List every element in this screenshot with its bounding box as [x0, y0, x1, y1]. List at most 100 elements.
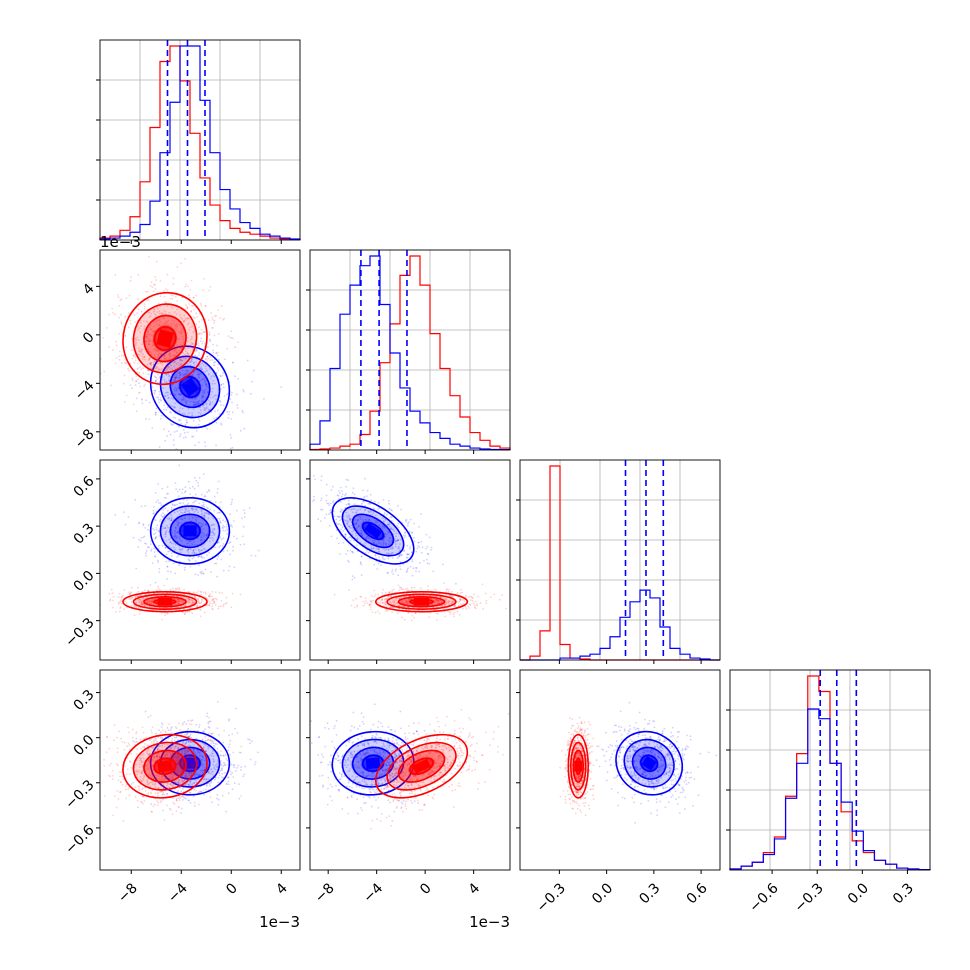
sample-point: [204, 407, 207, 410]
sample-point: [362, 519, 364, 521]
sample-point: [141, 402, 144, 405]
sample-point: [176, 772, 179, 775]
sample-point: [175, 588, 178, 591]
sample-point: [407, 553, 409, 556]
sample-point: [345, 478, 348, 481]
sample-point: [246, 359, 249, 362]
sample-point: [140, 536, 143, 539]
sample-point: [201, 384, 204, 387]
sample-point: [191, 325, 194, 328]
sample-point: [170, 516, 173, 519]
sample-point: [405, 601, 407, 603]
sample-point: [347, 514, 350, 517]
sample-point: [191, 304, 193, 307]
sample-point: [213, 527, 216, 530]
sample-point: [450, 595, 453, 598]
sample-point: [166, 394, 169, 397]
sample-point: [164, 531, 167, 534]
sample-point: [239, 543, 242, 546]
sample-point: [158, 393, 161, 396]
sample-point: [203, 381, 206, 384]
sample-point: [166, 367, 169, 370]
sample-point: [158, 571, 161, 573]
sample-point: [166, 486, 169, 488]
sample-point: [200, 764, 203, 766]
sample-point: [207, 374, 210, 376]
sample-point: [191, 358, 194, 361]
sample-point: [148, 311, 151, 314]
sample-point: [409, 598, 411, 600]
sample-point: [152, 509, 155, 512]
sample-point: [166, 612, 169, 615]
sample-point: [312, 500, 314, 502]
sample-point: [205, 407, 208, 410]
sample-point: [227, 776, 230, 778]
sample-point: [188, 511, 191, 514]
sample-point: [150, 351, 152, 354]
sample-point: [163, 309, 166, 312]
sample-point: [199, 571, 202, 574]
sample-point: [397, 556, 400, 558]
sample-point: [176, 531, 179, 534]
sample-point: [170, 294, 172, 296]
histogram-panel-p1: [96, 39, 301, 244]
sample-point: [198, 564, 201, 567]
sample-point: [189, 344, 192, 347]
sample-point: [213, 361, 216, 364]
sample-point: [418, 561, 421, 564]
sample-point: [328, 513, 330, 516]
sample-point: [456, 610, 459, 613]
sample-point: [164, 358, 166, 361]
sample-point: [148, 256, 150, 258]
sample-point: [139, 385, 142, 388]
sample-point: [192, 509, 195, 511]
sample-point: [164, 614, 167, 617]
sample-point: [367, 510, 370, 512]
sample-point: [339, 515, 341, 518]
sample-point: [411, 560, 414, 563]
sample-point: [154, 288, 157, 290]
sample-point: [402, 588, 404, 591]
sample-point: [209, 768, 212, 771]
sample-point: [200, 525, 203, 528]
sample-point: [202, 395, 205, 397]
sample-point: [387, 604, 389, 607]
sample-point: [216, 747, 219, 750]
sample-point: [469, 599, 472, 601]
sample-point: [114, 340, 117, 343]
sample-point: [198, 420, 201, 422]
sample-point: [397, 547, 399, 550]
sample-point: [449, 613, 452, 616]
sample-point: [370, 606, 372, 608]
sample-point: [400, 588, 403, 590]
sample-point: [193, 556, 195, 558]
sample-point: [176, 490, 179, 493]
sample-point: [177, 756, 180, 759]
sample-point: [191, 557, 194, 560]
sample-point: [348, 589, 350, 592]
sample-point: [204, 512, 207, 515]
sample-point: [196, 373, 199, 376]
sample-point: [189, 463, 191, 465]
sample-point: [398, 604, 400, 607]
sample-point: [142, 367, 145, 370]
sample-point: [135, 342, 137, 345]
sample-point: [108, 592, 111, 595]
sample-point: [414, 612, 417, 614]
sample-point: [216, 558, 219, 560]
sample-point: [171, 587, 174, 590]
sample-point: [126, 464, 128, 466]
sample-point: [147, 340, 150, 342]
sample-point: [212, 387, 214, 390]
sample-point: [195, 552, 198, 555]
sample-point: [209, 540, 211, 543]
sample-point: [230, 773, 232, 776]
sample-point: [155, 380, 157, 382]
sample-point: [151, 427, 154, 429]
sample-point: [211, 595, 214, 598]
sample-point: [155, 527, 158, 529]
sample-point: [188, 799, 191, 802]
sample-point: [206, 712, 209, 715]
sample-point: [185, 317, 187, 320]
